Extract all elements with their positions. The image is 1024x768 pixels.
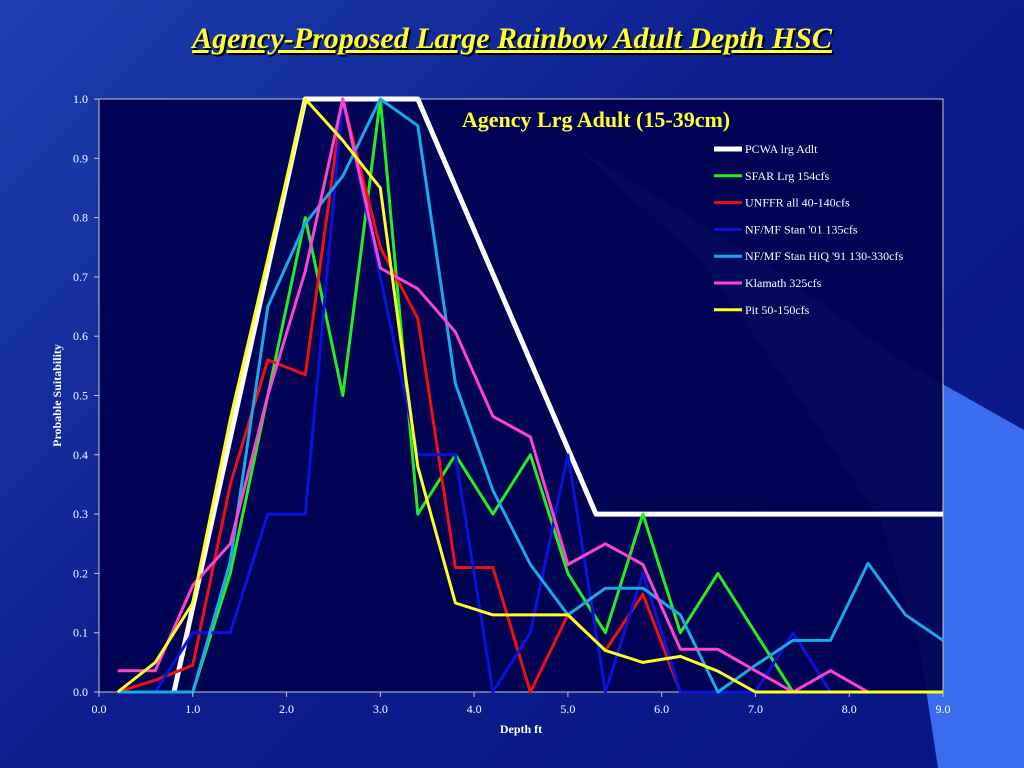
series-line-5 [117, 97, 943, 694]
y-tick-label: 0.6 [73, 329, 88, 343]
x-tick-label: 7.0 [748, 702, 763, 716]
slide-title: Agency-Proposed Large Rainbow Adult Dept… [192, 22, 832, 55]
legend-label: PCWA lrg Adlt [745, 142, 818, 156]
y-tick-label: 0.0 [73, 685, 88, 699]
legend-label: SFAR Lrg 154cfs [745, 169, 830, 183]
legend-label: Pit 50-150cfs [745, 303, 810, 317]
series-line-3 [117, 97, 943, 694]
legend-label: NF/MF Stan HiQ '91 130-330cfs [745, 249, 903, 263]
y-tick-label: 1.0 [73, 92, 88, 106]
x-axis-label: Depth ft [500, 722, 542, 736]
y-tick-label: 0.9 [73, 151, 88, 165]
x-tick-label: 5.0 [560, 702, 575, 716]
plot-area-group: 0.0 1.0 2.0 3.0 4.0 5.0 6.0 7.0 8.0 9.0 0.0 0.1 0.2 0… [50, 92, 951, 736]
y-tick-label: 0.8 [73, 211, 88, 225]
series-line-1 [117, 97, 943, 694]
x-tick-label: 1.0 [185, 702, 200, 716]
x-tick-label: 4.0 [467, 702, 482, 716]
y-axis-label: Probable Suitability [50, 344, 64, 447]
x-tick-label: 2.0 [279, 702, 294, 716]
y-tick-label: 0.7 [73, 270, 88, 284]
series-line-6 [116, 97, 943, 694]
x-tick-label: 9.0 [936, 702, 951, 716]
y-tick-label: 0.1 [73, 626, 88, 640]
y-tick-label: 0.3 [73, 507, 88, 521]
series-line-2 [117, 97, 943, 694]
legend-label: Klamath 325cfs [745, 276, 822, 290]
y-tick-label: 0.4 [73, 448, 88, 462]
plot-background [98, 98, 944, 693]
series-line-0 [171, 96, 943, 693]
chart-title: Agency Lrg Adult (15-39cm) [462, 107, 730, 132]
x-tick-label: 3.0 [373, 702, 388, 716]
x-tick-label: 0.0 [92, 702, 107, 716]
series-line-4 [117, 97, 944, 694]
y-tick-label: 0.5 [73, 389, 88, 403]
legend-label: UNFFR all 40-140cfs [745, 196, 850, 210]
y-tick-label: 0.2 [73, 566, 88, 580]
x-tick-label: 6.0 [654, 702, 669, 716]
legend-label: NF/MF Stan '01 135cfs [745, 222, 858, 236]
x-tick-label: 8.0 [842, 702, 857, 716]
